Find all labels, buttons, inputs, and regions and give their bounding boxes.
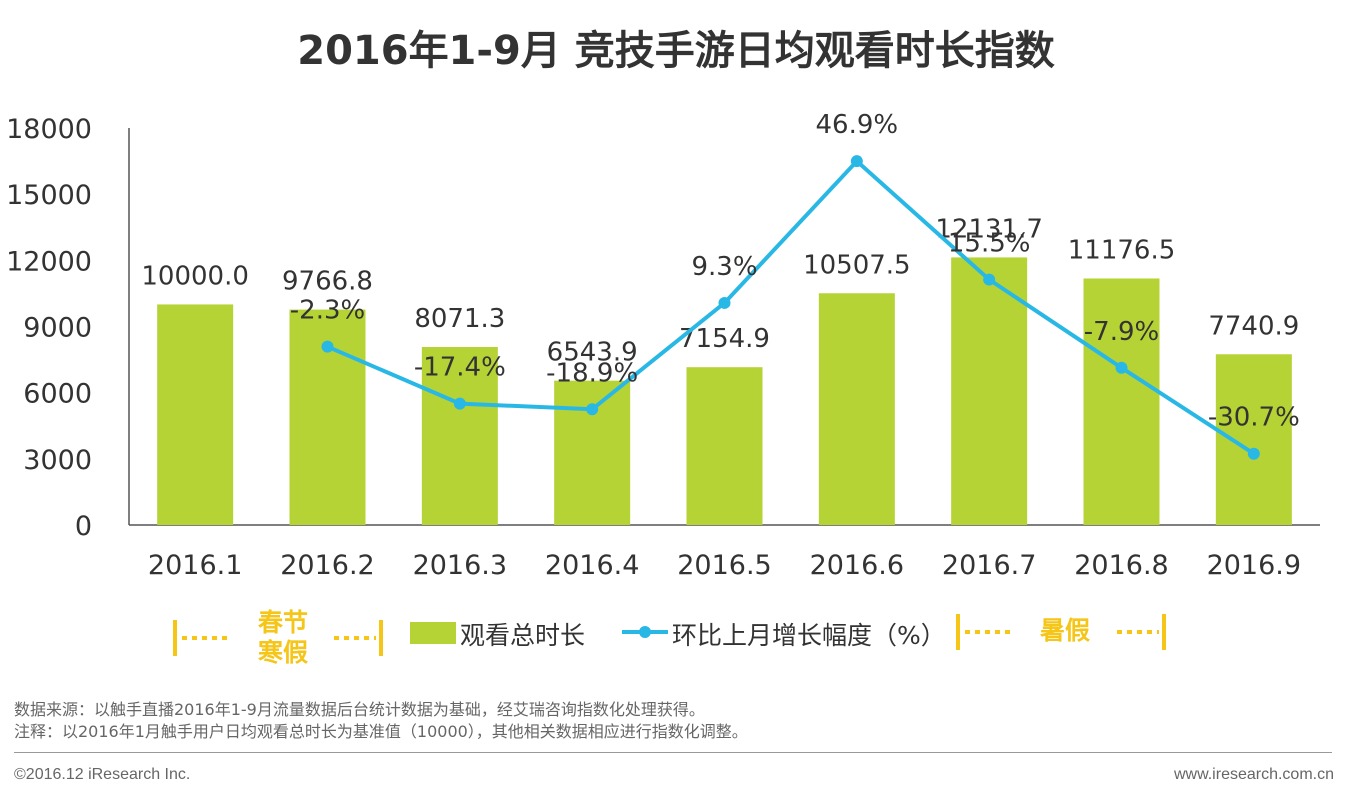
- growth-point: [1115, 361, 1128, 374]
- x-tick-label: 2016.5: [677, 550, 771, 581]
- copyright: ©2016.12 iResearch Inc.: [14, 766, 191, 783]
- summer-holiday-bracket: [956, 614, 1166, 650]
- x-tick-label: 2016.6: [810, 550, 904, 581]
- growth-point: [586, 403, 599, 416]
- x-tick-label: 2016.3: [413, 550, 507, 581]
- spring-holiday-label: 春节 寒假: [248, 608, 318, 668]
- bar-value-label: 10507.5: [803, 250, 911, 280]
- growth-value-label: -17.4%: [414, 353, 506, 383]
- bar-value-label: 12131.7: [935, 214, 1043, 244]
- spring-holiday-line1: 春节: [257, 608, 308, 637]
- website-link[interactable]: www.iresearch.com.cn: [1173, 766, 1334, 783]
- bar-value-label: 8071.3: [414, 304, 505, 334]
- growth-value-label: -7.9%: [1084, 317, 1159, 347]
- x-tick-label: 2016.2: [280, 550, 374, 581]
- growth-point: [1247, 447, 1260, 460]
- legend-bar-swatch: [410, 622, 456, 644]
- bar: [157, 304, 234, 525]
- x-tick-label: 2016.4: [545, 550, 639, 581]
- growth-line: [326, 158, 1255, 456]
- growth-point: [850, 155, 863, 168]
- bar: [686, 367, 763, 525]
- bar: [818, 293, 895, 525]
- x-tick-label: 2016.9: [1207, 550, 1301, 581]
- bar: [951, 257, 1028, 525]
- x-tick-label: 2016.7: [942, 550, 1036, 581]
- y-tick-label: 12000: [6, 246, 92, 277]
- growth-point: [983, 273, 996, 286]
- note-source: 数据来源：以触手直播2016年1-9月流量数据后台统计数据为基础，经艾瑞咨询指数…: [14, 700, 705, 719]
- growth-point: [321, 340, 334, 353]
- y-tick-label: 18000: [6, 114, 92, 145]
- spring-holiday-line2: 寒假: [257, 638, 308, 667]
- legend: 春节 寒假 观看总时长 环比上月增长幅度（%） 暑假: [0, 604, 1352, 674]
- y-tick-label: 9000: [23, 313, 92, 344]
- bar: [1215, 354, 1292, 525]
- y-tick-label: 3000: [23, 445, 92, 476]
- growth-value-label: 15.5%: [948, 229, 1031, 259]
- spring-holiday-bracket: [173, 620, 383, 656]
- growth-value-label: -30.7%: [1208, 403, 1300, 433]
- y-tick-label: 0: [75, 511, 92, 542]
- x-tick-label: 2016.8: [1074, 550, 1168, 581]
- chart-title: 2016年1-9月 竞技手游日均观看时长指数: [297, 28, 1055, 74]
- growth-value-label: 9.3%: [691, 252, 757, 282]
- growth-point: [718, 296, 731, 309]
- x-tick-label: 2016.1: [148, 550, 242, 581]
- notes: 数据来源：以触手直播2016年1-9月流量数据后台统计数据为基础，经艾瑞咨询指数…: [14, 699, 748, 743]
- legend-bar-label: 观看总时长: [460, 621, 586, 650]
- bar-value-label: 10000.0: [141, 261, 249, 291]
- growth-value-label: 46.9%: [816, 110, 899, 140]
- bar: [421, 346, 498, 525]
- bar: [1083, 278, 1160, 525]
- bar: [554, 380, 631, 525]
- bar-value-label: 6543.9: [547, 338, 638, 368]
- bar-value-label: 7740.9: [1208, 311, 1299, 341]
- y-tick-label: 6000: [23, 379, 92, 410]
- growth-point: [453, 397, 466, 410]
- bar-value-label: 9766.8: [282, 267, 373, 297]
- footer-divider: [14, 752, 1332, 753]
- growth-value-label: -2.3%: [290, 296, 365, 326]
- bar-value-label: 11176.5: [1068, 235, 1176, 265]
- growth-value-label: -18.9%: [546, 358, 638, 388]
- legend-line-swatch: [622, 626, 668, 638]
- y-tick-label: 15000: [6, 180, 92, 211]
- summer-holiday-label: 暑假: [1039, 616, 1090, 645]
- note-remark: 注释：以2016年1月触手用户日均观看总时长为基准值（10000），其他相关数据…: [14, 722, 748, 741]
- chart-canvas: 0 3000 6000 9000 12000 15000 18000 10000.0 9766.…: [6, 110, 1320, 581]
- legend-line-label: 环比上月增长幅度（%）: [672, 621, 946, 650]
